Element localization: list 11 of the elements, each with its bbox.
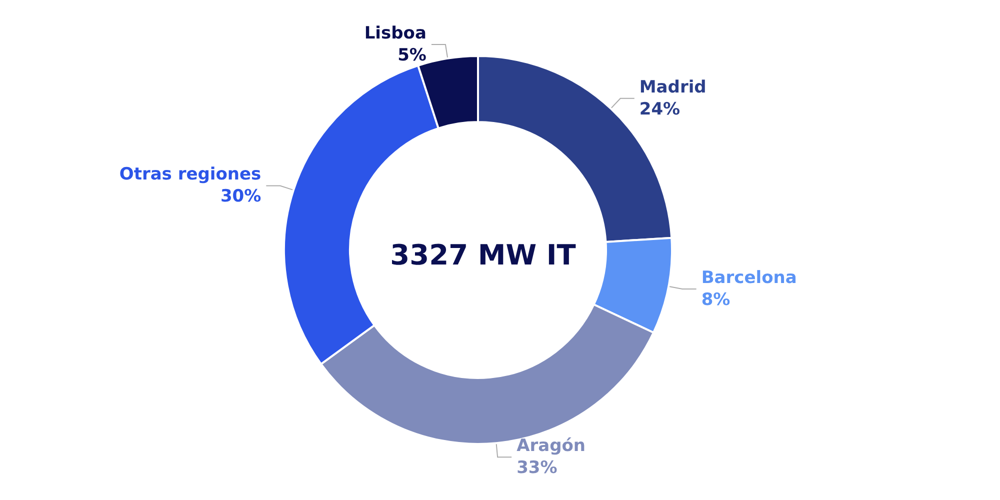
data-label: 30% — [220, 186, 262, 207]
slice-label: Otras regiones — [119, 164, 262, 185]
slice-label: Aragón — [516, 436, 586, 456]
text: 3327 MW IT — [390, 238, 576, 272]
data-label: 33% — [516, 458, 558, 478]
data-label: 8% — [701, 290, 730, 310]
slice-label: Barcelona — [701, 268, 797, 288]
data-label: 24% — [639, 99, 680, 120]
data-label: 5% — [398, 46, 426, 66]
slice-label: Madrid — [639, 77, 706, 98]
slice-label: Lisboa — [364, 24, 426, 44]
